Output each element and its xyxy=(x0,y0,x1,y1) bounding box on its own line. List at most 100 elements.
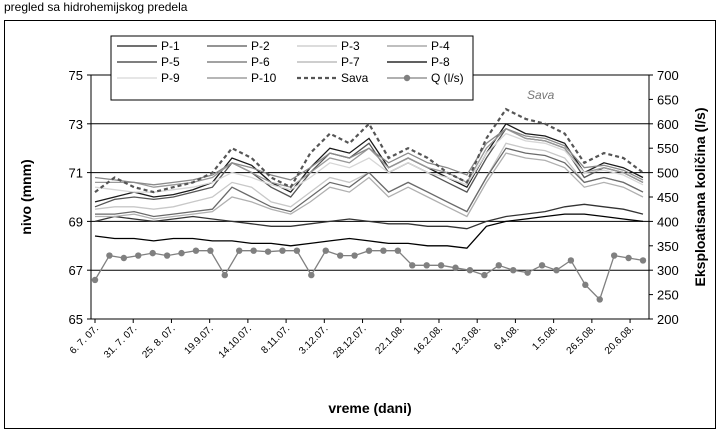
left-axis-tick-label: 65 xyxy=(69,312,83,327)
right-axis-tick-label: 350 xyxy=(657,239,679,254)
q-data-point xyxy=(423,262,430,269)
left-axis-title: nivo (mnm) xyxy=(18,159,34,234)
q-data-point xyxy=(452,264,459,271)
right-axis-tick-label: 250 xyxy=(657,288,679,303)
q-data-point xyxy=(178,249,185,257)
series-line-P-2 xyxy=(94,127,644,208)
x-axis-tick-label: 25. 8. 07. xyxy=(140,323,177,360)
left-axis-tick-label: 73 xyxy=(69,117,83,132)
chart: 65 67 69 71 73 75 200 250 300 350 400 450 500 550 600 6… xyxy=(18,35,708,416)
right-axis-tick-label: 400 xyxy=(657,214,679,229)
legend-label: P-7 xyxy=(341,55,360,69)
q-data-point xyxy=(236,247,243,254)
x-axis-tick-label: 22.1.08. xyxy=(374,323,407,356)
right-axis-title: Eksploatisana količina (l/s) xyxy=(692,108,708,287)
x-axis-tick-label: 14.10.07. xyxy=(217,323,254,360)
legend-label: P-3 xyxy=(341,39,360,53)
q-data-point xyxy=(91,276,99,284)
q-data-point xyxy=(409,262,416,269)
series-line-P-8 xyxy=(94,213,644,249)
chart-frame: 65 67 69 71 73 75 200 250 300 350 400 450 500 550 600 6… xyxy=(4,20,716,429)
left-axis-tick-label: 71 xyxy=(69,166,83,181)
q-data-point xyxy=(293,247,301,254)
q-data-point xyxy=(538,262,546,269)
legend-label: P-9 xyxy=(161,71,180,85)
left-axis-tick-label: 75 xyxy=(69,68,83,83)
q-data-point xyxy=(394,247,402,254)
x-axis-tick-label: 26.5.08. xyxy=(565,323,598,356)
x-axis-tick-label: 1.5.08. xyxy=(530,323,559,352)
legend-label: P-4 xyxy=(431,39,450,53)
q-data-point xyxy=(149,249,156,257)
q-data-point xyxy=(625,254,632,262)
x-axis-tick-label: 12.3.08. xyxy=(450,323,483,356)
q-data-point xyxy=(106,252,113,259)
left-axis-tick-label: 67 xyxy=(69,263,83,278)
q-data-point xyxy=(308,271,315,279)
sava-annotation: Sava xyxy=(527,88,555,102)
q-data-point xyxy=(322,247,329,254)
q-data-point xyxy=(596,296,603,303)
q-data-point xyxy=(120,254,128,262)
q-data-point xyxy=(639,257,647,264)
legend-label: P-5 xyxy=(161,55,180,69)
q-data-point xyxy=(135,252,142,259)
series-line-P-7 xyxy=(95,152,644,220)
right-axis-tick-label: 300 xyxy=(657,263,679,278)
right-axis-tick-label: 550 xyxy=(657,141,679,156)
legend-label: P-2 xyxy=(251,39,270,53)
right-axis-tick-label: 500 xyxy=(657,166,679,181)
x-axis-title: vreme (dani) xyxy=(328,400,411,416)
q-data-point xyxy=(553,267,560,274)
series-line-P-10 xyxy=(94,127,644,186)
q-data-point xyxy=(524,269,531,276)
right-axis-tick-label: 200 xyxy=(657,312,679,327)
x-axis-tick-label: 6. 7. 07. xyxy=(68,323,101,356)
x-axis-tick-label: 28.12.07. xyxy=(331,323,368,360)
series-line-Q (l/s) xyxy=(94,249,644,301)
series-layer xyxy=(91,107,647,303)
q-data-point xyxy=(336,252,344,259)
legend-label: P-10 xyxy=(251,71,277,85)
right-axis-tick-label: 600 xyxy=(657,117,679,132)
q-data-point xyxy=(250,247,257,254)
q-data-point xyxy=(510,267,517,274)
legend-label: P-1 xyxy=(161,39,180,53)
legend-label: P-6 xyxy=(251,55,270,69)
x-axis-tick-label: 8.11.07. xyxy=(259,323,292,356)
right-axis-tick-label: 700 xyxy=(657,68,679,83)
q-data-point xyxy=(567,257,575,264)
q-data-point xyxy=(163,252,171,259)
legend: P-1 P-2 P-3 P-4 P-5 P-6 P-7 P-8 P-9 P-10 Sava Q (l/… xyxy=(110,35,474,101)
q-data-point xyxy=(437,262,445,269)
x-axis-tick-label: 3.12.07. xyxy=(297,323,330,356)
legend-marker xyxy=(403,74,411,82)
q-data-point xyxy=(351,252,358,259)
x-axis-tick-label: 20.6.08. xyxy=(603,323,636,356)
q-data-point xyxy=(582,281,589,289)
series-line-P-9 xyxy=(94,132,644,193)
q-data-point xyxy=(380,247,387,254)
q-data-point xyxy=(264,248,272,255)
q-data-point xyxy=(365,247,373,254)
series-line-P-6 xyxy=(95,147,644,218)
x-axis-tick-label: 16.2.08. xyxy=(412,323,445,356)
q-data-point xyxy=(221,271,228,279)
series-line-Sava xyxy=(94,107,644,194)
x-axis-tick-label: 31. 7. 07. xyxy=(102,323,139,360)
top-caption: pregled sa hidrohemijskog predela xyxy=(4,0,188,14)
right-axis-tick-label: 450 xyxy=(657,190,679,205)
legend-label: Sava xyxy=(341,71,369,85)
q-data-point xyxy=(481,271,488,279)
x-axis-tick-label: 6.4.08. xyxy=(492,323,521,352)
q-data-point xyxy=(279,247,286,254)
q-data-point xyxy=(610,252,618,259)
series-line-P-5 xyxy=(94,203,644,230)
q-data-point xyxy=(466,267,474,274)
left-axis-tick-label: 69 xyxy=(69,214,83,229)
legend-label: Q (l/s) xyxy=(431,71,464,85)
legend-label: P-8 xyxy=(431,55,450,69)
right-axis-tick-label: 650 xyxy=(657,92,679,107)
x-axis-tick-label: 19.9.07. xyxy=(182,323,215,356)
q-data-point xyxy=(192,247,200,254)
